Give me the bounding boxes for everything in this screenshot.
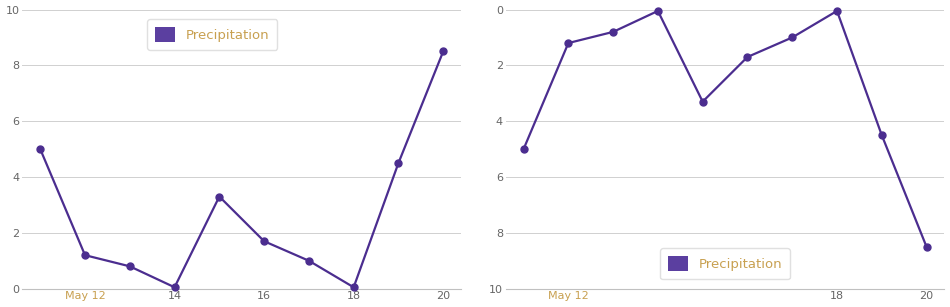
Legend: Precipitation: Precipitation (660, 248, 790, 279)
Legend: Precipitation: Precipitation (147, 19, 277, 50)
